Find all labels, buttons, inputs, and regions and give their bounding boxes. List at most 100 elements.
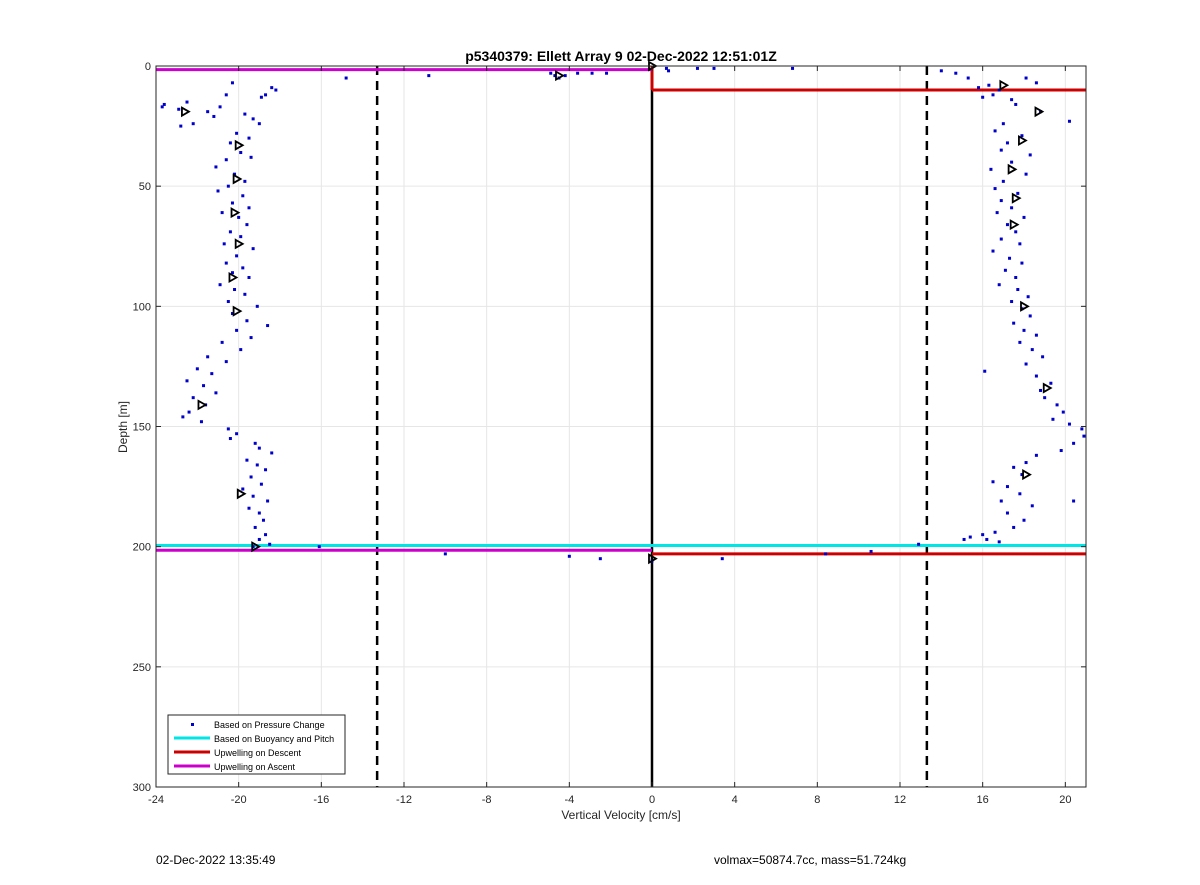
data-point [1024, 461, 1028, 465]
data-point [1010, 98, 1014, 102]
data-point [206, 110, 210, 114]
data-point [1010, 300, 1014, 304]
data-point [243, 112, 247, 116]
data-point [245, 319, 249, 323]
data-point [218, 105, 222, 109]
data-point [245, 223, 249, 227]
data-point [239, 348, 243, 352]
triangle-marker [1042, 382, 1053, 394]
data-point [235, 254, 239, 258]
data-point [1028, 314, 1032, 318]
data-point [270, 451, 274, 455]
data-point [220, 340, 224, 344]
legend: Based on Pressure Change Based on Buoyan… [167, 714, 346, 775]
data-point [1005, 141, 1009, 145]
triangle-marker [648, 553, 658, 565]
data-point [344, 76, 348, 80]
y-tick-label: 100 [133, 301, 151, 313]
data-point [247, 506, 251, 510]
data-point [999, 499, 1003, 503]
data-point [983, 369, 987, 373]
data-point [257, 537, 261, 541]
data-point [999, 237, 1003, 241]
data-point [214, 165, 218, 169]
data-point [264, 533, 268, 537]
legend-label-buoyancy: Based on Buoyancy and Pitch [214, 734, 334, 744]
data-point [226, 427, 230, 431]
data-point [259, 482, 263, 486]
data-point [605, 71, 609, 75]
data-point [981, 533, 985, 537]
y-tick-label: 0 [145, 61, 151, 73]
x-tick-label: -16 [313, 794, 329, 806]
data-point [598, 557, 602, 561]
data-point [1024, 362, 1028, 366]
data-point [264, 468, 268, 472]
data-point [1016, 191, 1020, 195]
data-point [249, 336, 253, 340]
x-tick-label: -4 [564, 794, 574, 806]
y-tick-label: 50 [139, 181, 151, 193]
data-point [987, 83, 991, 87]
data-point [1024, 76, 1028, 80]
data-point [230, 201, 234, 205]
y-tick-label: 300 [133, 782, 151, 794]
data-point [1018, 242, 1022, 246]
data-point [1049, 381, 1053, 385]
data-point [1041, 355, 1045, 359]
data-point [1039, 388, 1043, 392]
data-point [1001, 179, 1005, 183]
data-point [239, 151, 243, 155]
data-point [977, 86, 981, 90]
data-point [191, 396, 195, 400]
data-point [590, 71, 594, 75]
data-point [939, 69, 943, 73]
data-point [216, 189, 220, 193]
data-point [993, 530, 997, 534]
data-point [563, 74, 567, 78]
data-point [962, 537, 966, 541]
data-point [997, 88, 1001, 92]
data-point [249, 475, 253, 479]
data-point [1024, 172, 1028, 176]
data-point [212, 114, 216, 118]
data-point [954, 71, 958, 75]
data-point [993, 129, 997, 133]
data-point [253, 441, 257, 445]
data-point [991, 249, 995, 253]
data-point [224, 261, 228, 265]
data-point [224, 360, 228, 364]
data-point [1030, 504, 1034, 508]
data-point [968, 535, 972, 539]
legend-box [167, 714, 346, 775]
data-point [233, 288, 237, 292]
x-tick-labels: -24 -20 -16 -12 -8 -4 0 4 8 12 16 20 [148, 66, 1071, 806]
data-point [195, 367, 199, 371]
data-point [235, 131, 239, 135]
data-point [981, 95, 985, 99]
data-point [230, 312, 234, 316]
data-point [245, 458, 249, 462]
data-point [1059, 449, 1063, 453]
data-point [1014, 275, 1018, 279]
x-tick-label: -24 [148, 794, 164, 806]
triangle-marker [1011, 192, 1022, 204]
x-tick-label: 4 [732, 794, 738, 806]
data-point [1020, 134, 1024, 138]
x-tick-label: -20 [231, 794, 247, 806]
data-point [1080, 427, 1084, 431]
data-point [160, 105, 164, 109]
data-point [695, 66, 699, 70]
data-point [1012, 321, 1016, 325]
data-point [985, 537, 989, 541]
data-point [191, 122, 195, 126]
data-point [1051, 417, 1055, 421]
data-point [214, 391, 218, 395]
x-tick-label: 16 [977, 794, 989, 806]
data-point [241, 266, 245, 270]
data-point [253, 525, 257, 529]
triangle-marker [1022, 469, 1032, 481]
data-point [237, 215, 241, 219]
data-point [230, 271, 234, 275]
data-point [1018, 340, 1022, 344]
